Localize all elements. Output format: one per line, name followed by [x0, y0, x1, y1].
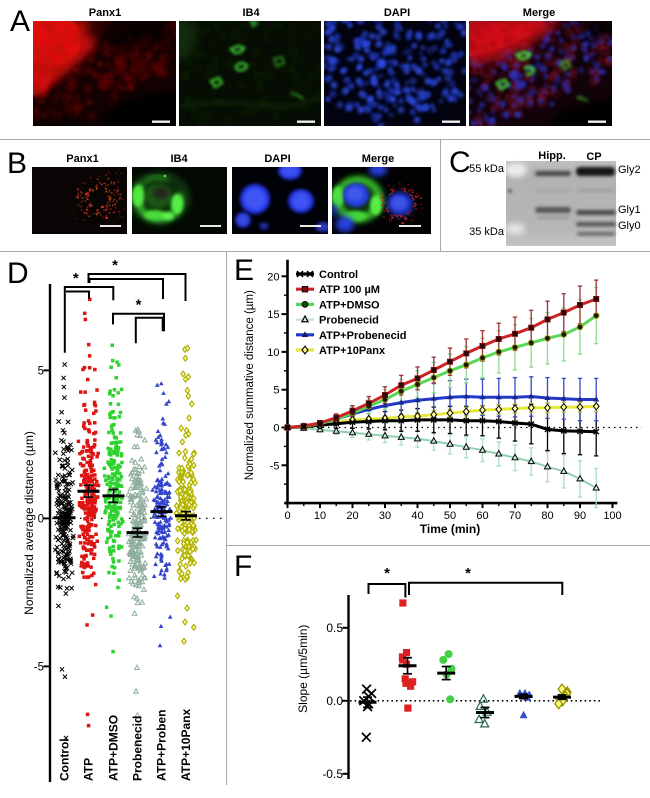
svg-text:0.5: 0.5	[326, 621, 343, 635]
svg-text:Probenecid: Probenecid	[131, 716, 145, 781]
svg-text:Time (min): Time (min)	[420, 522, 480, 536]
svg-text:0.0: 0.0	[326, 694, 343, 708]
svg-text:90: 90	[574, 510, 586, 522]
svg-text:70: 70	[509, 510, 521, 522]
svg-text:10: 10	[267, 347, 279, 359]
svg-text:0: 0	[273, 423, 279, 435]
svg-text:0: 0	[38, 513, 44, 525]
svg-text:50: 50	[444, 510, 456, 522]
svg-text:Slope (µm/5min): Slope (µm/5min)	[296, 625, 310, 713]
svg-text:*: *	[73, 270, 79, 287]
svg-text:0: 0	[284, 510, 290, 522]
svg-text:ATP 100 µM: ATP 100 µM	[319, 284, 380, 296]
svg-text:5: 5	[273, 385, 279, 397]
svg-text:10: 10	[314, 510, 326, 522]
svg-text:-0.5: -0.5	[322, 767, 343, 781]
svg-text:ATP+10Panx: ATP+10Panx	[179, 709, 193, 781]
svg-text:ATP+DMSO: ATP+DMSO	[319, 299, 380, 311]
svg-text:20: 20	[346, 510, 358, 522]
svg-text:ATP+Probenecid: ATP+Probenecid	[319, 330, 407, 342]
svg-text:40: 40	[411, 510, 423, 522]
svg-text:*: *	[465, 565, 471, 582]
svg-text:Probenecid: Probenecid	[319, 315, 379, 327]
svg-text:ATP+Proben: ATP+Proben	[155, 710, 169, 781]
svg-text:Normalized summative distance: Normalized summative distance (µm)	[244, 290, 256, 480]
svg-text:ATP+10Panx: ATP+10Panx	[319, 345, 386, 357]
svg-text:100: 100	[603, 510, 621, 522]
svg-text:30: 30	[379, 510, 391, 522]
svg-text:-5: -5	[270, 460, 280, 472]
svg-text:Control: Control	[58, 738, 72, 781]
svg-text:ATP: ATP	[82, 758, 96, 781]
svg-text:15: 15	[267, 309, 279, 321]
svg-text:80: 80	[541, 510, 553, 522]
svg-text:*: *	[384, 565, 390, 582]
svg-text:*: *	[136, 297, 142, 314]
svg-text:20: 20	[267, 271, 279, 283]
svg-text:ATP+DMSO: ATP+DMSO	[107, 715, 121, 781]
svg-text:*: *	[112, 257, 118, 274]
svg-text:5: 5	[38, 365, 44, 377]
svg-text:Control: Control	[319, 269, 358, 281]
svg-text:60: 60	[476, 510, 488, 522]
svg-text:Normalized average distance (µ: Normalized average distance (µm)	[22, 431, 36, 615]
svg-text:-5: -5	[34, 661, 44, 673]
